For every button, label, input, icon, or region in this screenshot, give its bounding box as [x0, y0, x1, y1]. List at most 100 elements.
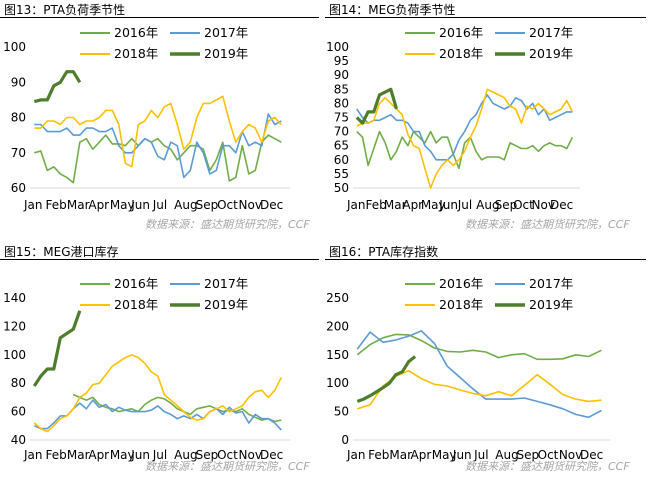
series-line-2018 — [356, 88, 574, 189]
x-tick-label: Dec — [260, 448, 283, 462]
series-line-2019 — [32, 310, 82, 387]
x-tick-label: Oct — [538, 448, 559, 462]
figure-title: 图14：MEG负荷季节性 — [329, 3, 456, 17]
y-tick-label: 70 — [334, 125, 349, 139]
legend-label-2018: 2018年 — [114, 46, 158, 61]
x-tick-label: Sep — [196, 198, 219, 212]
y-tick-label: 90 — [334, 68, 349, 82]
x-tick-label: Feb — [365, 198, 386, 212]
y-tick-label: 100 — [326, 40, 349, 54]
chart-panel-meg-port-inventory: 图15：MEG港口库存 40 60 80 100 120 140 Jan Feb Mar Apr M… — [0, 242, 325, 483]
y-tick-label: 120 — [3, 319, 26, 333]
x-tick-label: Sep — [516, 448, 539, 462]
x-tick-label: Jul — [457, 198, 472, 212]
y-tick-label: 60 — [11, 181, 26, 195]
figure-title: 图13：PTA负荷季节性 — [4, 3, 126, 17]
x-tick-label: Oct — [513, 198, 534, 212]
x-tick-label: Jun — [130, 198, 150, 212]
y-tick-label: 75 — [334, 111, 349, 125]
legend-label-2019: 2019年 — [204, 46, 248, 61]
y-tick-label: 140 — [3, 291, 26, 305]
series-line-2017 — [34, 113, 282, 179]
series-line-2019 — [355, 87, 399, 125]
source-note: 数据来源：盛达期货研究院，CCF — [465, 218, 630, 231]
x-tick-label: Jun — [130, 448, 150, 462]
legend-label-2019: 2019年 — [204, 297, 248, 312]
x-tick-label: Apr — [411, 448, 432, 462]
title-rule — [325, 17, 646, 18]
x-tick-label: May — [110, 448, 135, 462]
title-rule — [0, 259, 319, 260]
legend-label-2018: 2018年 — [439, 46, 483, 61]
legend-label-2016: 2016年 — [439, 276, 483, 291]
series-line-2017 — [356, 330, 602, 419]
x-tick-label: Aug — [174, 198, 197, 212]
x-tick-label: Aug — [495, 448, 518, 462]
legend-label-2019: 2019年 — [529, 46, 573, 61]
series-line-2017 — [356, 94, 573, 161]
y-tick-label: 60 — [11, 405, 26, 419]
y-tick-label: 70 — [11, 146, 26, 160]
legend-label-2017: 2017年 — [204, 25, 248, 40]
x-tick-label: Nov — [239, 198, 262, 212]
y-tick-label: 90 — [11, 75, 26, 89]
chart-panel-pta-inventory-index: 图16：PTA库存指数 0 50 100 150 200 250 Jan Feb Mar Apr M… — [325, 242, 650, 483]
x-tick-label: Dec — [260, 198, 283, 212]
y-tick-label: 95 — [334, 54, 349, 68]
x-tick-label: Jan — [346, 448, 366, 462]
x-tick-label: Sep — [495, 198, 518, 212]
series-line-2019 — [356, 355, 417, 403]
x-tick-label: Mar — [67, 198, 90, 212]
y-tick-label: 100 — [3, 348, 26, 362]
x-tick-label: Mar — [67, 448, 90, 462]
title-rule — [325, 259, 646, 260]
y-tick-label: 40 — [11, 433, 26, 447]
x-tick-label: Apr — [402, 198, 423, 212]
x-tick-label: Jul — [152, 198, 167, 212]
y-tick-label: 50 — [334, 405, 349, 419]
series-line-2016 — [356, 130, 574, 170]
y-tick-label: 85 — [334, 82, 349, 96]
series-line-2016 — [34, 134, 282, 184]
legend-label-2017: 2017年 — [204, 276, 248, 291]
x-tick-label: Sep — [196, 448, 219, 462]
legend-label-2019: 2019年 — [529, 297, 573, 312]
legend-label-2017: 2017年 — [529, 276, 573, 291]
legend-label-2016: 2016年 — [114, 276, 158, 291]
legend-label-2018: 2018年 — [439, 297, 483, 312]
legend-label-2018: 2018年 — [114, 297, 158, 312]
x-tick-label: Jan — [23, 448, 43, 462]
x-tick-label: Nov — [559, 448, 582, 462]
series-line-2016 — [356, 333, 602, 361]
series-line-2018 — [34, 95, 282, 168]
y-tick-label: 100 — [3, 40, 26, 54]
x-tick-label: Dec — [550, 198, 573, 212]
x-tick-label: Mar — [389, 448, 412, 462]
x-tick-label: Feb — [45, 448, 66, 462]
title-rule — [0, 17, 319, 18]
x-tick-label: Feb — [45, 198, 66, 212]
y-tick-label: 80 — [11, 376, 26, 390]
x-tick-label: Aug — [476, 198, 499, 212]
x-tick-label: Nov — [239, 448, 262, 462]
y-tick-label: 0 — [341, 433, 349, 447]
x-tick-label: Nov — [532, 198, 555, 212]
x-tick-label: May — [421, 198, 446, 212]
legend-label-2016: 2016年 — [439, 25, 483, 40]
series-line-2016 — [72, 393, 282, 423]
x-tick-label: Dec — [580, 448, 603, 462]
chart-panel-meg-load: 图14：MEG负荷季节性 50 55 60 65 70 75 80 85 90 95 100 Jan F… — [325, 0, 650, 241]
x-tick-label: May — [432, 448, 457, 462]
y-tick-label: 80 — [334, 96, 349, 110]
source-note: 数据来源：盛达期货研究院，CCF — [465, 460, 630, 473]
x-tick-label: Jan — [23, 198, 43, 212]
x-tick-label: Mar — [384, 198, 407, 212]
legend-label-2017: 2017年 — [529, 25, 573, 40]
x-tick-label: Oct — [217, 448, 238, 462]
x-tick-label: Apr — [88, 198, 109, 212]
series-line-2019 — [33, 70, 82, 104]
y-tick-label: 100 — [326, 376, 349, 390]
